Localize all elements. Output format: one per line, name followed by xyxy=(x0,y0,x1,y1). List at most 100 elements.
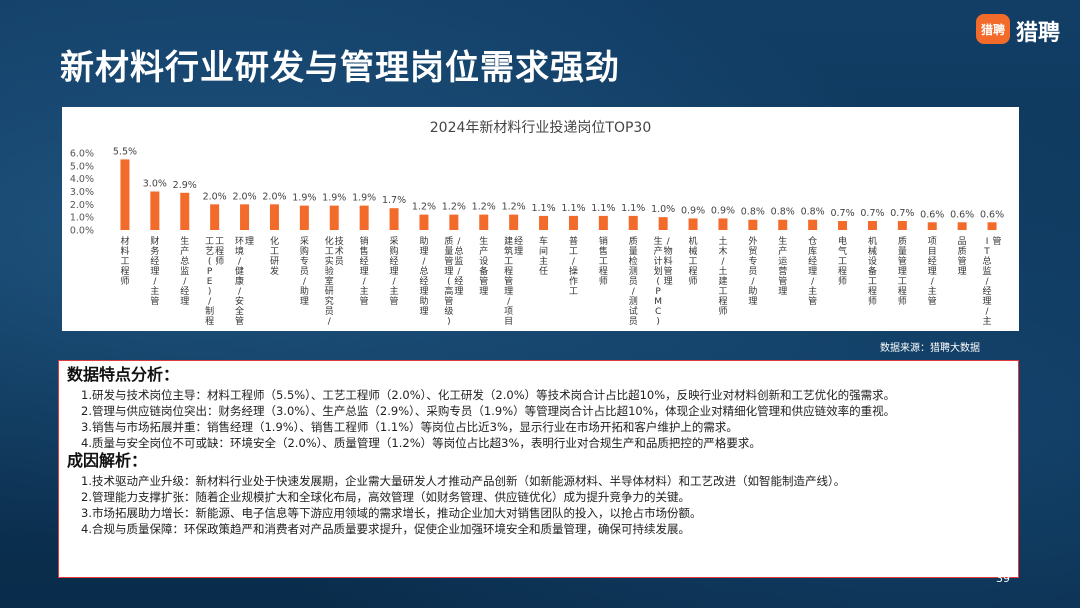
category-label: 电气工程师 xyxy=(838,235,847,287)
category-label: 项目经理/主管 xyxy=(928,236,937,307)
data-label: 1.1% xyxy=(621,203,645,214)
data-label: 0.9% xyxy=(681,205,705,216)
data-label: 0.6% xyxy=(950,209,974,220)
data-label: 1.2% xyxy=(502,202,526,213)
bar xyxy=(120,159,130,230)
data-label: 1.0% xyxy=(651,204,675,215)
data-label: 0.7% xyxy=(830,208,854,219)
logo-brand-name: 猎聘 xyxy=(1016,21,1061,46)
bar xyxy=(658,217,668,230)
cause-item: 3.市场拓展助力增长：新能源、电子信息等下游应用领域的需求增长，推动企业加大对销… xyxy=(81,506,702,520)
features-title: 数据特点分析： xyxy=(67,365,180,384)
analysis-box: 数据特点分析： 1.研发与技术岗位主导：材料工程师（5.5%）、工艺工程师（2.… xyxy=(58,360,1019,578)
bar xyxy=(778,219,788,230)
feature-item: 2.管理与供应链岗位突出：财务经理（3.0%）、生产总监（2.9%）、采购专员（… xyxy=(81,404,896,418)
category-label: 外贸专员/助理 xyxy=(748,235,757,307)
y-tick-label: 0.0% xyxy=(70,226,94,237)
y-tick-label: 4.0% xyxy=(70,174,94,185)
category-label: 质量检测员/测试员 xyxy=(629,235,638,327)
bar xyxy=(808,219,818,230)
category-label: 机械设备工程师 xyxy=(868,235,877,307)
data-label: 1.2% xyxy=(442,202,466,213)
category-label: 仓库经理/主管 xyxy=(808,235,817,307)
category-label: 机械工程师 xyxy=(689,235,698,287)
category-label: 生产设备管理 xyxy=(479,235,488,297)
bar xyxy=(957,222,967,230)
data-label: 2.0% xyxy=(262,191,286,202)
bar xyxy=(927,222,937,230)
bar xyxy=(329,205,339,230)
cause-item: 4.合规与质量保障：环保政策趋严和消费者对产品质量要求提升，促使企业加强环境安全… xyxy=(81,522,690,536)
data-label: 1.1% xyxy=(531,203,555,214)
bar xyxy=(299,205,309,230)
bar xyxy=(539,215,549,230)
data-label: 2.0% xyxy=(203,191,227,202)
category-label: 财务经理/主管 xyxy=(150,235,159,307)
category-label: 车间主任 xyxy=(539,235,548,277)
cause-item: 2.管理能力支撑扩张：随着企业规模扩大和全球化布局，高效管理（如财务管理、供应链… xyxy=(81,490,690,504)
data-label: 0.7% xyxy=(860,208,884,219)
causes-title: 成因解析： xyxy=(67,451,148,470)
category-label: 质量管理工程师 xyxy=(898,235,907,307)
data-label: 1.2% xyxy=(472,202,496,213)
bar-chart: 0.0% 1.0% 2.0% 3.0% 4.0% 5.0%6.0% 5.5% 材料工程师 3.0… xyxy=(70,146,1004,327)
page-number: 39 xyxy=(996,572,1010,585)
bar xyxy=(987,222,997,230)
data-label: 1.2% xyxy=(412,202,436,213)
category-label: 建筑工程管理/项目经理 xyxy=(504,235,523,327)
y-tick-label: 5.0% xyxy=(70,161,94,172)
category-label: 化工实验室研究员/技术员 xyxy=(325,235,344,327)
category-label: 生产总监/经理 xyxy=(180,235,189,307)
bar xyxy=(449,214,459,230)
bar xyxy=(748,219,758,230)
data-label: 1.1% xyxy=(561,203,585,214)
category-label: 质量管理(高管级)/总监/经理 xyxy=(444,235,463,327)
y-tick-label: 1.0% xyxy=(70,213,94,224)
data-label: 0.8% xyxy=(801,207,825,218)
category-label: I T 总监/经理/主管 xyxy=(983,235,1002,327)
feature-item: 1.研发与技术岗位主导：材料工程师（5.5%）、工艺工程师（2.0%）、化工研发… xyxy=(81,388,896,402)
data-label: 2.0% xyxy=(232,191,256,202)
bar xyxy=(598,215,608,230)
feature-item: 3.销售与市场拓展并重：销售经理（1.9%）、销售工程师（1.1%）等岗位占比近… xyxy=(81,420,738,434)
data-label: 5.5% xyxy=(113,146,137,157)
bar xyxy=(210,204,220,230)
y-tick-label: 6.0% xyxy=(70,149,94,160)
data-label: 0.6% xyxy=(980,209,1004,220)
category-label: 化工研发 xyxy=(270,235,279,277)
category-label: 采购专员/助理 xyxy=(300,236,309,307)
chart-title: 2024年新材料行业投递岗位TOP30 xyxy=(429,120,652,136)
bar xyxy=(419,214,429,230)
category-label: 生产计划(P M C)/物料管理 xyxy=(654,235,673,327)
data-label: 2.9% xyxy=(173,180,197,191)
data-label: 1.9% xyxy=(292,193,316,204)
category-label: 销售经理/主管 xyxy=(360,235,369,307)
y-tick-label: 2.0% xyxy=(70,200,94,211)
bar xyxy=(867,221,877,230)
data-label: 0.7% xyxy=(890,208,914,219)
category-label: 销售工程师 xyxy=(599,235,608,287)
bar xyxy=(389,208,399,230)
data-label: 0.6% xyxy=(920,209,944,220)
bar xyxy=(509,214,519,230)
bar xyxy=(628,215,638,230)
category-label: 普工/操作工 xyxy=(569,235,578,297)
category-label: 采购经理/主管 xyxy=(390,236,399,307)
bar xyxy=(240,204,250,230)
bar xyxy=(150,191,160,230)
cause-item: 1.技术驱动产业升级：新材料行业处于快速发展期，企业需大量研发人才推动产品创新（… xyxy=(81,474,846,488)
logo-mark: 猎聘 xyxy=(976,14,1010,44)
brand-logo: 猎聘 猎聘 xyxy=(976,14,1072,46)
slide-title: 新材料行业研发与管理岗位需求强劲 xyxy=(60,48,620,88)
data-label: 3.0% xyxy=(143,179,167,190)
category-label: 生产运营管理 xyxy=(778,235,787,297)
bar xyxy=(718,218,728,230)
source-note: 数据来源：猎聘大数据 xyxy=(880,343,980,354)
data-label: 1.9% xyxy=(352,193,376,204)
bar xyxy=(180,192,190,230)
category-label: 环境/健康/安全管理 xyxy=(235,236,254,327)
category-label: 助理/总经理助理 xyxy=(419,235,428,317)
bar xyxy=(568,215,578,230)
chart-card: 2024年新材料行业投递岗位TOP30 0.0% 1.0% 2.0% 3.0% 4.0%… xyxy=(62,107,1019,331)
bar xyxy=(479,214,489,230)
